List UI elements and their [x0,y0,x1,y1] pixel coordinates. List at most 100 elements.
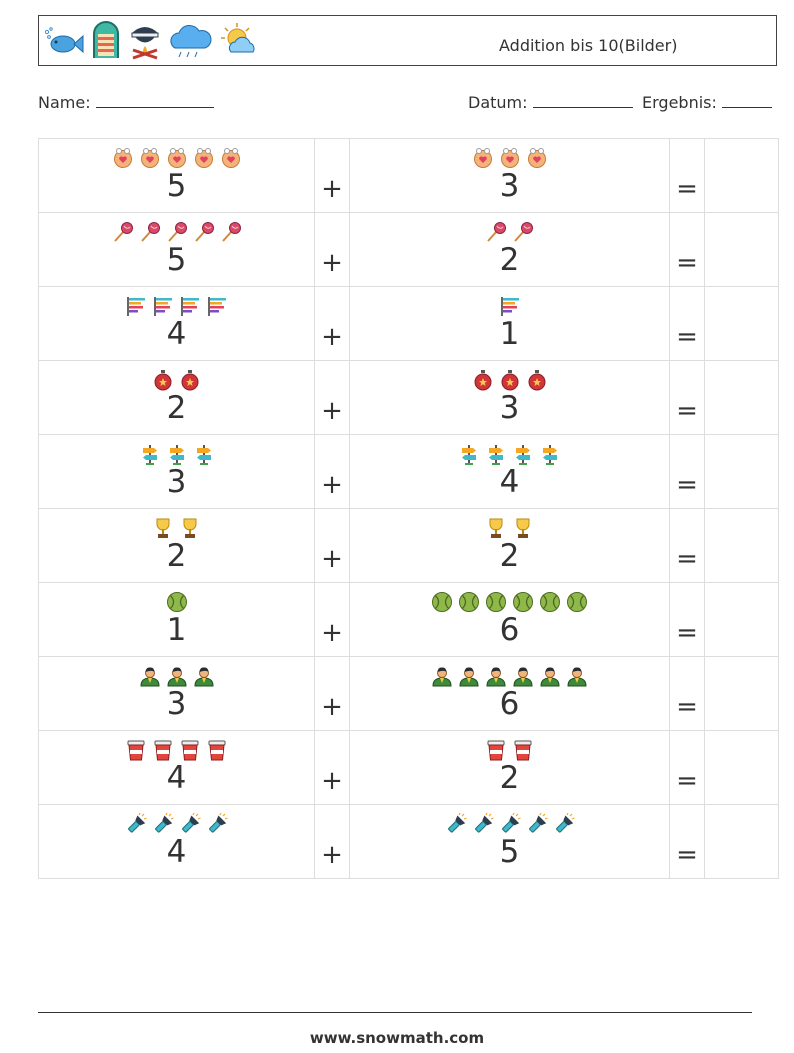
equals-cell: = [669,656,705,731]
addend-b-cell: 2 [349,730,670,805]
signpost-icon [485,443,507,469]
doll-face-icon [112,147,134,173]
addend-b-number: 2 [499,242,520,278]
answer-cell[interactable] [704,508,779,583]
problem-row: 4 +1 = [38,286,779,361]
cup-icon [152,739,174,765]
doll-face-icon [166,147,188,173]
addend-a-cell: 4 [38,804,315,879]
footer-divider [38,1012,752,1013]
flashlight-icon [206,812,228,839]
signpost-icon [193,443,215,469]
trophy-icon [512,517,534,543]
flashlight-icon [526,812,548,839]
tennis-ball-icon [485,591,507,617]
plus-cell: + [314,730,350,805]
doll-face-icon [220,147,242,173]
addend-b-number: 2 [499,538,520,574]
bar-chart-icon [499,295,521,321]
addend-b-number: 3 [499,390,520,426]
addend-a-number: 4 [166,834,187,870]
plus-sign: + [321,470,343,500]
addend-a-number: 3 [166,686,187,722]
picture-group [152,518,201,541]
addend-a-number: 1 [166,612,187,648]
person-icon [539,665,561,691]
addend-a-number: 3 [166,464,187,500]
name-blank[interactable] [95,93,214,108]
answer-cell[interactable] [704,360,779,435]
plus-sign: + [321,396,343,426]
addend-a-number: 2 [166,390,187,426]
flashlight-icon [179,812,201,839]
picture-group [166,592,188,615]
result-label: Ergebnis: [642,93,717,112]
problem-row: 2 +2 = [38,508,779,583]
addend-b-number: 2 [499,760,520,796]
plus-cell: + [314,656,350,731]
addend-b-cell: 6 [349,582,670,657]
equals-sign: = [676,322,698,352]
answer-cell[interactable] [704,804,779,879]
answer-cell[interactable] [704,212,779,287]
addend-b-number: 1 [499,316,520,352]
fish-icon [44,27,84,54]
equals-sign: = [676,840,698,870]
doll-face-icon [499,147,521,173]
plus-cell: + [314,286,350,361]
equals-sign: = [676,174,698,204]
cup-icon [179,739,201,765]
lollipop-icon [193,221,215,247]
ornament-ball-icon [179,369,201,395]
result-blank[interactable] [721,93,772,108]
rain-cloud-icon [170,25,212,58]
picture-group [139,445,215,467]
person-icon [566,665,588,691]
problem-row: 4 +5 = [38,804,779,879]
picture-group [445,812,575,839]
plus-cell: + [314,582,350,657]
name-label: Name: [38,93,91,112]
plus-sign: + [321,322,343,352]
picture-group [431,667,588,689]
picture-group [472,369,548,395]
picture-group [431,591,588,617]
doll-face-icon [193,147,215,173]
result-field: Ergebnis: [642,93,772,112]
bar-chart-icon [179,295,201,321]
flashlight-icon [553,812,575,839]
addend-b-cell: 4 [349,434,670,509]
addend-a-number: 2 [166,538,187,574]
ornament-ball-icon [526,369,548,395]
signpost-icon [139,443,161,469]
problem-row: 3 +4 = [38,434,779,509]
answer-cell[interactable] [704,138,779,213]
date-blank[interactable] [532,93,633,108]
tennis-ball-icon [566,591,588,617]
problem-row: 1 +6 = [38,582,779,657]
flashlight-icon [125,812,147,839]
equals-sign: = [676,618,698,648]
equals-cell: = [669,730,705,805]
addend-a-cell: 4 [38,730,315,805]
picture-group [485,517,534,543]
person-icon [166,665,188,691]
picture-group [485,222,534,245]
answer-cell[interactable] [704,730,779,805]
doll-face-icon [526,147,548,173]
answer-cell[interactable] [704,286,779,361]
bar-chart-icon [125,295,147,321]
person-icon [139,665,161,691]
equals-cell: = [669,138,705,213]
plus-cell: + [314,434,350,509]
flashlight-icon [472,812,494,839]
plus-sign: + [321,840,343,870]
answer-cell[interactable] [704,656,779,731]
addend-a-cell: 1 [38,582,315,657]
equals-cell: = [669,582,705,657]
answer-cell[interactable] [704,582,779,657]
ornament-ball-icon [152,369,174,395]
answer-cell[interactable] [704,434,779,509]
addend-a-number: 4 [166,316,187,352]
tennis-ball-icon [539,591,561,617]
